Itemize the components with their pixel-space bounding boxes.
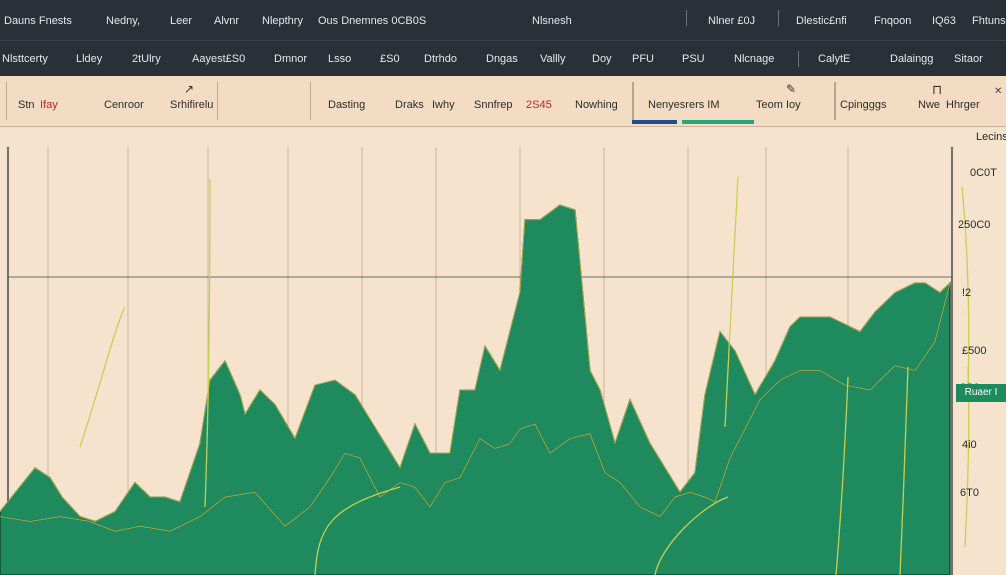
toolbar-button[interactable]: Srhifirelu [170,99,214,111]
menu-item[interactable]: Alvnr [214,15,240,27]
toolbar-button[interactable]: Nowhing [575,99,618,111]
menu-separator [798,51,799,67]
sub-menu-item[interactable]: PSU [682,53,705,65]
series-line-0 [0,204,951,523]
signal-line [835,376,849,575]
close-icon[interactable]: ✕ [994,86,1003,97]
toolbar-button[interactable]: Snnfrep [474,99,513,111]
sub-menu-item[interactable]: Vallly [540,53,566,65]
toolbar-button[interactable]: Nenyesrers IM [648,99,720,111]
menu-item[interactable]: Fhtuns [972,15,1006,27]
sub-menu-item[interactable]: Aayest£S0 [192,53,246,65]
y-tick-label: !2 [962,287,972,299]
sub-menu-item[interactable]: £S0 [380,53,400,65]
toolbar-button[interactable]: Teom [756,99,783,111]
signal-line [654,496,729,575]
toolbar-button[interactable]: Iwhy [432,99,455,111]
signal-line [314,486,401,575]
menu-item[interactable]: Nlepthry [262,15,303,27]
toolbar-button[interactable]: Hhrger [946,99,980,111]
sub-menu-item[interactable]: Dmnor [274,53,308,65]
menu-item[interactable]: Nlner £0J [708,15,756,27]
chart-svg [0,147,970,575]
toolbar-button[interactable]: Cenroor [104,99,144,111]
sub-menu-item[interactable]: Nlsttcerty [2,53,48,65]
toolbar-button[interactable]: Ioy [786,99,801,111]
series-line-1 [0,282,951,532]
pencil-icon: ✎ [786,82,797,96]
toolbar-button[interactable]: Stn [18,99,35,111]
y-tick-label: 250C0 [958,219,991,231]
toolbar-button[interactable]: Ifay [40,99,58,111]
sub-menu-item[interactable]: Lsso [328,53,352,65]
toolbar-group [834,82,1006,120]
signal-line [724,176,739,428]
toolbar-button[interactable]: Nwe [918,99,941,111]
tab-indicator [632,120,677,124]
toolbar-group [6,82,218,120]
menu-item[interactable]: Fnqoon [874,15,912,27]
menu-separator [686,10,687,26]
toolbar-button[interactable]: Dasting [328,99,366,111]
tab-indicator [682,120,754,124]
sub-menu-item[interactable]: Nlcnage [734,53,775,65]
menu-item[interactable]: Leer [170,15,193,27]
sub-menu-item[interactable]: CalytE [818,53,851,65]
sub-menu-item[interactable]: Doy [592,53,612,65]
signal-line [79,306,126,448]
toolbar-group [310,82,634,120]
sub-menu-item[interactable]: Dngas [486,53,518,65]
price-label: Ruaer I [956,384,1006,402]
sub-menu-bar: Nlsttcerty Lldey 2tUlry Aayest£S0 Dmnor … [0,40,1006,77]
toolbar-button[interactable]: Draks [395,99,424,111]
signal-line [899,366,909,575]
menu-separator [778,10,779,26]
sub-menu-item[interactable]: PFU [632,53,654,65]
bracket-icon: ⊓ [932,82,943,97]
menu-item[interactable]: Nlsnesh [532,15,572,27]
sub-menu-item[interactable]: Dalaingg [890,53,934,65]
y-tick-label: 6T0 [960,487,979,499]
sub-menu-item[interactable]: 2tUlry [132,53,161,65]
toolbar-group [632,82,836,120]
menu-item[interactable]: Ous Dnemnes 0CB0S [318,15,427,27]
menu-bar: Dauns Fnests Nedny, Leer Alvnr Nlepthry … [0,0,1006,40]
toolbar-button[interactable]: Cpingggs [840,99,887,111]
sub-menu-item[interactable]: Sitaor [954,53,983,65]
y-tick-label: Lecins [976,131,1006,143]
y-tick-label: 0C0T [970,167,997,179]
menu-item[interactable]: IQ63 [932,15,956,27]
chart-toolbar: Stn Ifay Cenroor ↗ Srhifirelu Dasting Dr… [0,76,1006,127]
chart-series [0,204,951,575]
cursor-icon: ↗ [184,82,195,96]
sub-menu-item[interactable]: Dtrhdo [424,53,458,65]
y-tick-label: £500 [962,345,987,357]
sub-menu-item[interactable]: Lldey [76,53,103,65]
signal-line [961,186,970,388]
menu-item[interactable]: Dauns Fnests [4,15,72,27]
menu-item[interactable]: Dlestic£nfi [796,15,847,27]
y-tick-label: 4i0 [962,439,977,451]
menu-item[interactable]: Nedny, [106,15,141,27]
signal-line [204,178,211,508]
toolbar-button[interactable]: 2S45 [526,99,552,111]
